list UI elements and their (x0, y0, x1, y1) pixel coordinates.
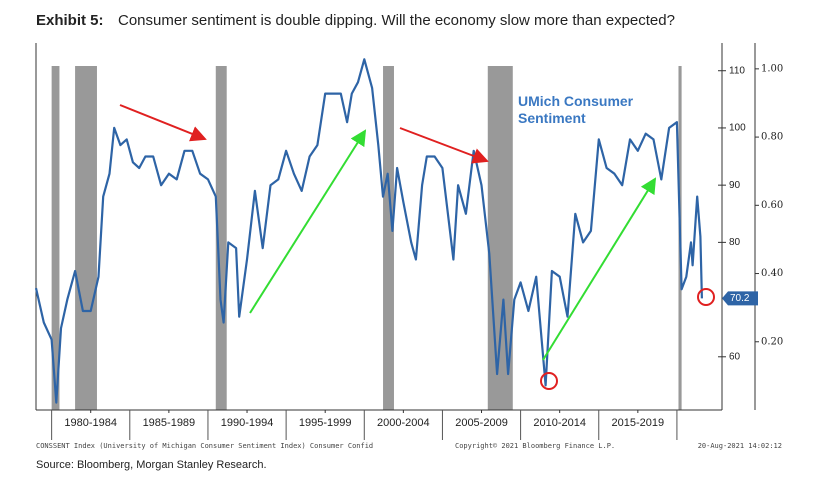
x-tick-label: 2015-2019 (612, 417, 665, 429)
y-tick-label: 100 (729, 123, 746, 134)
y-tick-label: 80 (729, 237, 741, 248)
recession-band (383, 66, 394, 410)
y2-tick-label: 0.20 (761, 336, 783, 347)
y2-tick-label: 0.80 (761, 132, 783, 143)
recession-band (215, 66, 227, 410)
footer-middle: Copyright© 2021 Bloomberg Finance L.P. (455, 442, 615, 450)
y2-tick-label: 0.60 (761, 200, 783, 211)
last-value-tag (722, 291, 758, 306)
last-value-label: 70.2 (730, 293, 750, 304)
recession-band (75, 66, 97, 410)
y-tick-label: 60 (729, 351, 741, 362)
y2-tick-label: 1.00 (761, 63, 783, 74)
highlight-circle (540, 372, 558, 390)
x-tick-label: 1990-1994 (221, 417, 274, 429)
series-label: UMich Consumer Sentiment (518, 93, 634, 126)
recession-band (51, 66, 60, 410)
arrow (119, 104, 207, 142)
footer-left: CONSSENT Index (University of Michigan C… (36, 442, 373, 450)
arrow (542, 177, 657, 361)
footer-right: 20-Aug-2021 14:02:12 (698, 442, 782, 450)
series-line (34, 58, 703, 404)
x-tick-label: 2010-2014 (533, 417, 586, 429)
x-tick-label: 2000-2004 (377, 417, 430, 429)
arrow (249, 129, 367, 314)
chart-title: Consumer sentiment is double dipping. Wi… (118, 12, 675, 29)
x-tick-label: 1980-1984 (64, 417, 117, 429)
exhibit-label: Exhibit 5: (36, 12, 104, 29)
x-tick-label: 2005-2009 (455, 417, 508, 429)
x-tick-label: 1995-1999 (299, 417, 352, 429)
y-tick-label: 90 (729, 180, 741, 191)
highlight-circle (697, 288, 715, 306)
plot-area: 1980-1984 1985-1989 1990-1994 1995-1999 2000… (34, 43, 783, 440)
source: Source: Bloomberg, Morgan Stanley Resear… (36, 459, 267, 471)
recession-band (487, 66, 513, 410)
y2-tick-label: 0.40 (761, 268, 783, 279)
x-tick-label: 1985-1989 (143, 417, 196, 429)
arrow (399, 127, 489, 164)
y-tick-label: 110 (729, 65, 745, 76)
